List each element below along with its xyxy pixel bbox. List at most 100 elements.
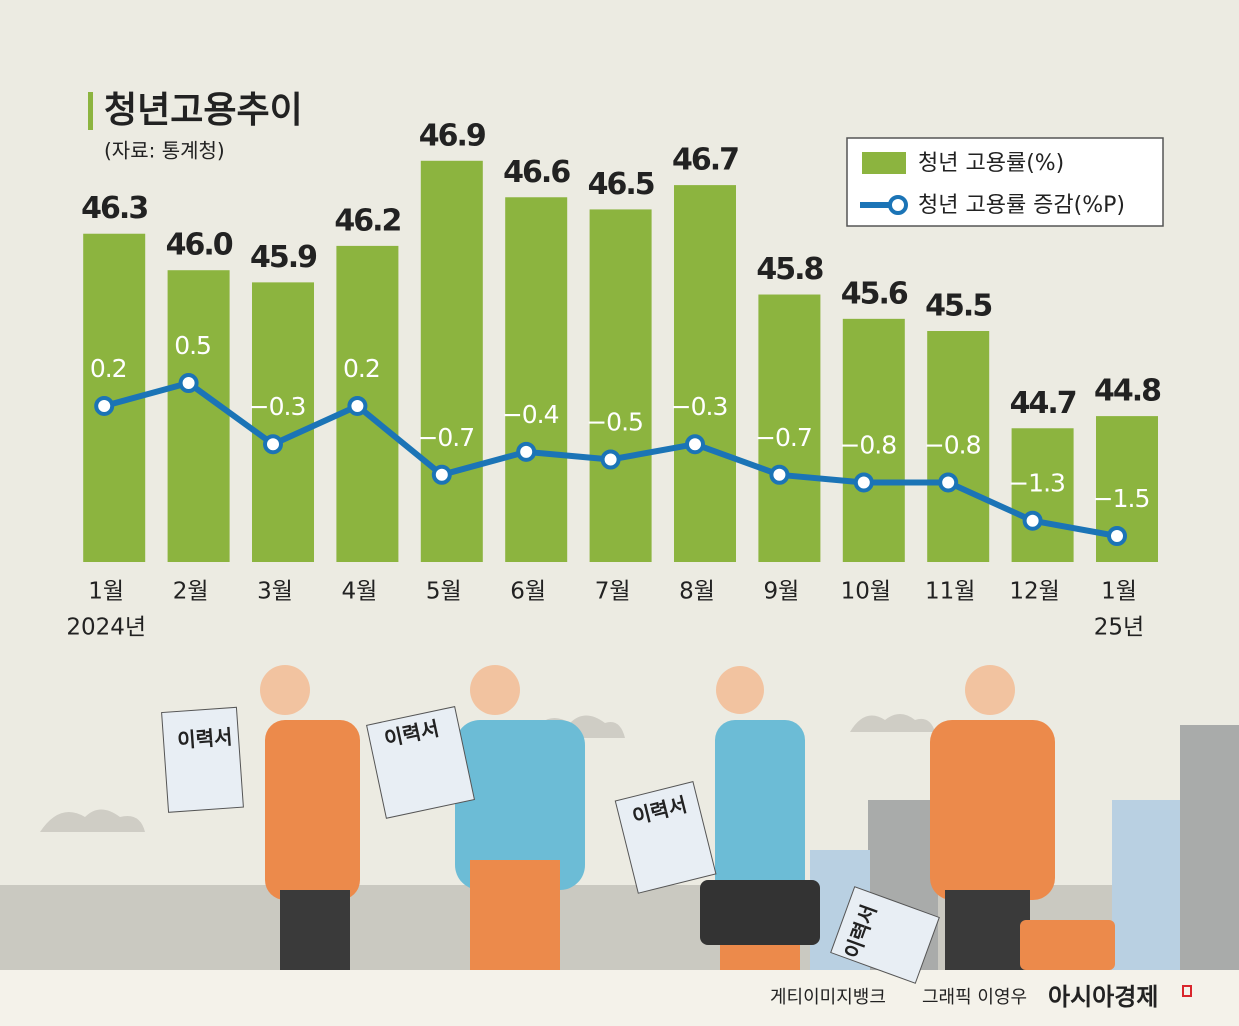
bar <box>674 185 736 562</box>
bar <box>842 318 905 562</box>
x-tick-label: 6월 <box>510 579 546 605</box>
bar-value-label: 46.9 <box>419 118 485 153</box>
publisher: 아시아경제 <box>1048 983 1158 1011</box>
line-point <box>685 434 705 455</box>
line-value-label: 0.2 <box>343 354 380 383</box>
x-tick-label: 4월 <box>342 579 378 605</box>
person <box>260 665 310 715</box>
bar-value-label: 46.0 <box>166 228 233 263</box>
bar-value-label: 45.9 <box>250 240 316 275</box>
chart-subtitle: (자료: 통계청) <box>104 139 225 163</box>
line-value-label: −0.3 <box>671 392 728 421</box>
line-value-label: −0.7 <box>755 423 812 452</box>
bar-value-label: 46.7 <box>672 143 738 178</box>
bag <box>1020 920 1115 970</box>
line-point <box>94 395 115 416</box>
line-point <box>178 373 199 394</box>
line-value-label: −0.8 <box>924 430 981 459</box>
line-value-label: −0.7 <box>417 423 474 452</box>
illustration: 이력서 이력서 이력서 이력서 <box>0 665 1239 1026</box>
line-point <box>1107 525 1127 546</box>
credit: 그래픽 이영우 <box>922 987 1027 1008</box>
chart-title: 청년고용추이 <box>104 90 303 131</box>
document <box>161 706 244 813</box>
person <box>965 665 1015 715</box>
x-tick-label: 12월 <box>1009 579 1059 605</box>
person <box>265 720 360 900</box>
title-accent <box>88 92 93 130</box>
x-tick-label: 3월 <box>257 579 293 605</box>
legend-swatch <box>862 152 906 174</box>
person <box>455 720 585 890</box>
bar <box>927 331 990 562</box>
document-label: 이력서 <box>177 725 234 753</box>
line-value-label: 0.2 <box>90 354 127 383</box>
person <box>280 890 350 970</box>
line-value-label: −0.4 <box>502 400 559 429</box>
bar-value-label: 46.2 <box>334 203 400 238</box>
person <box>470 860 560 970</box>
line-value-label: −1.5 <box>1093 484 1150 513</box>
line-point <box>1022 510 1043 531</box>
bar-value-label: 44.7 <box>1010 386 1076 421</box>
publisher-logo <box>1182 985 1192 997</box>
legend-swatch <box>888 195 908 215</box>
bar <box>420 160 483 562</box>
x-tick-label: 2월 <box>173 579 209 605</box>
building <box>1180 725 1239 970</box>
x-tick-label: 8월 <box>679 579 715 605</box>
line-value-label: −0.3 <box>249 392 306 421</box>
person <box>930 720 1055 900</box>
bar-value-label: 45.5 <box>925 289 991 324</box>
line-point <box>600 449 621 470</box>
bar-value-label: 46.6 <box>503 155 570 190</box>
bar-value-label: 46.5 <box>588 167 654 202</box>
cloud <box>850 714 935 732</box>
x-tick-label: 1월 <box>1101 579 1137 605</box>
line-point <box>853 472 874 493</box>
line-point <box>347 395 368 416</box>
legend-label: 청년 고용률 증감(%P) <box>918 193 1125 218</box>
x-tick-label: 5월 <box>426 579 462 605</box>
line-point <box>516 441 537 462</box>
person <box>945 890 1030 970</box>
document <box>366 706 476 819</box>
bar <box>252 282 314 562</box>
x-tick-label: 10월 <box>841 579 891 605</box>
bar-value-label: 44.8 <box>1094 374 1161 409</box>
person <box>716 666 764 714</box>
line-point <box>431 464 452 485</box>
line-value-label: −1.3 <box>1008 469 1065 498</box>
bar-value-label: 45.8 <box>756 252 823 287</box>
cloud <box>40 809 145 832</box>
bar <box>589 209 652 562</box>
bar <box>1096 416 1158 562</box>
bar <box>336 245 399 563</box>
x-tick-label: 11월 <box>925 579 975 605</box>
x-year-label: 2024년 <box>66 615 146 641</box>
bag <box>700 880 820 945</box>
line-point <box>938 472 959 493</box>
x-tick-label: 1월 <box>88 579 124 605</box>
x-tick-label: 9월 <box>764 579 800 605</box>
bar <box>1011 428 1074 562</box>
line-point <box>769 464 790 485</box>
document <box>614 781 717 894</box>
person <box>715 720 805 900</box>
person <box>470 665 520 715</box>
credit: 게티이미지뱅크 <box>770 987 886 1008</box>
x-tick-label: 7월 <box>595 579 631 605</box>
bar <box>758 294 821 562</box>
bar-value-label: 45.6 <box>841 276 908 311</box>
line-point <box>263 434 283 455</box>
bar <box>505 197 568 562</box>
x-year-label: 25년 <box>1094 615 1144 641</box>
bar <box>167 270 230 562</box>
legend-label: 청년 고용률(%) <box>918 151 1064 176</box>
document <box>830 886 940 984</box>
line-value-label: −0.5 <box>586 408 643 437</box>
footer-strip <box>0 970 1239 1026</box>
line-value-label: −0.8 <box>839 430 896 459</box>
building <box>1112 800 1182 970</box>
